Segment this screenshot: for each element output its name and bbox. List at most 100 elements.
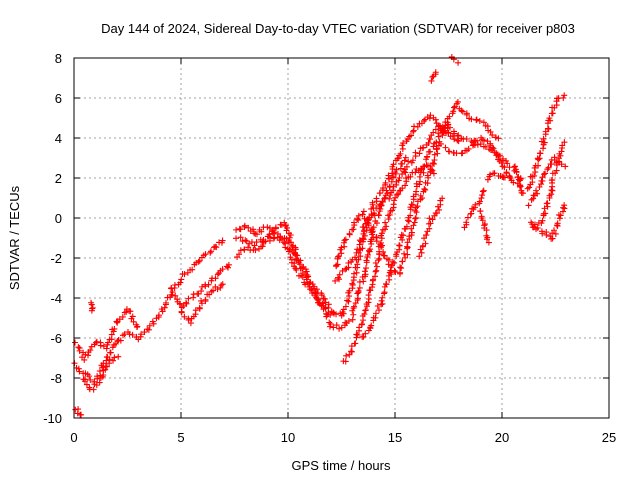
- data-point: [330, 324, 337, 331]
- data-point: [196, 305, 203, 312]
- data-point: [419, 144, 426, 151]
- data-point: [445, 121, 452, 128]
- data-point: [495, 135, 502, 142]
- data-point: [386, 211, 393, 218]
- data-point: [418, 249, 425, 256]
- data-point: [363, 265, 370, 272]
- data-point: [129, 331, 136, 338]
- data-point: [427, 136, 434, 143]
- data-point: [376, 248, 383, 255]
- data-point: [432, 69, 439, 76]
- data-point: [303, 268, 310, 275]
- data-point: [529, 221, 536, 228]
- data-point: [396, 242, 403, 249]
- data-point: [262, 238, 269, 245]
- data-point: [276, 237, 283, 244]
- data-point: [399, 185, 406, 192]
- data-point: [96, 368, 103, 375]
- data-point: [333, 311, 340, 318]
- data-point: [93, 338, 100, 345]
- series-track-g: [178, 281, 226, 327]
- series-track-r: [448, 53, 462, 66]
- data-point: [295, 259, 302, 266]
- data-point: [75, 344, 82, 351]
- data-point: [397, 269, 404, 276]
- data-point: [450, 108, 457, 115]
- data-point: [399, 145, 406, 152]
- data-point: [468, 210, 475, 217]
- data-point: [559, 142, 566, 149]
- data-point: [189, 266, 196, 273]
- data-point: [424, 180, 431, 187]
- data-point: [214, 271, 221, 278]
- data-point: [416, 253, 423, 260]
- data-point: [346, 293, 353, 300]
- data-point: [338, 324, 345, 331]
- data-point: [305, 280, 312, 287]
- data-point: [106, 356, 113, 363]
- data-point: [111, 354, 118, 361]
- data-point: [72, 406, 79, 413]
- series-track-y: [524, 92, 568, 192]
- data-point: [412, 169, 419, 176]
- data-point: [410, 222, 417, 229]
- data-point: [391, 197, 398, 204]
- data-point: [557, 212, 564, 219]
- data-point: [429, 216, 436, 223]
- data-point: [561, 202, 568, 209]
- data-point: [168, 285, 175, 292]
- data-point: [478, 195, 485, 202]
- data-point: [356, 284, 363, 291]
- data-point: [107, 349, 114, 356]
- data-point: [280, 239, 287, 246]
- data-point: [427, 166, 434, 173]
- data-point: [451, 104, 458, 111]
- data-point: [287, 232, 294, 239]
- data-point: [463, 111, 470, 118]
- data-point: [476, 118, 483, 125]
- data-point: [236, 251, 243, 258]
- data-point: [270, 230, 277, 237]
- data-point: [397, 150, 404, 157]
- data-point: [431, 157, 438, 164]
- series-track-m: [340, 162, 437, 365]
- data-point: [526, 184, 533, 191]
- data-point: [266, 231, 273, 238]
- data-point: [455, 138, 462, 145]
- data-point: [545, 125, 552, 132]
- y-tick-label: -6: [50, 331, 62, 346]
- data-point: [372, 273, 379, 280]
- data-point: [219, 237, 226, 244]
- data-point: [375, 243, 382, 250]
- data-point: [146, 322, 153, 329]
- data-point: [333, 262, 340, 269]
- data-point: [351, 303, 358, 310]
- data-point: [293, 266, 300, 273]
- data-point: [359, 235, 366, 242]
- data-point: [516, 184, 523, 191]
- series-track-ac: [511, 163, 526, 197]
- data-point: [110, 357, 117, 364]
- data-point: [334, 261, 341, 268]
- y-tick-label: -4: [50, 291, 62, 306]
- data-point: [400, 232, 407, 239]
- data-point: [442, 144, 449, 151]
- data-point: [535, 162, 542, 169]
- data-point: [373, 267, 380, 274]
- data-point: [360, 208, 367, 215]
- data-point: [484, 176, 491, 183]
- data-point: [327, 320, 334, 327]
- data-point: [479, 188, 486, 195]
- data-point: [282, 244, 289, 251]
- data-point: [420, 169, 427, 176]
- data-point: [342, 358, 349, 365]
- data-point: [469, 142, 476, 149]
- data-point: [360, 230, 367, 237]
- data-point: [259, 243, 266, 250]
- data-point: [163, 299, 170, 306]
- data-point: [241, 246, 248, 253]
- data-point: [407, 173, 414, 180]
- data-point: [158, 306, 165, 313]
- data-point: [414, 123, 421, 130]
